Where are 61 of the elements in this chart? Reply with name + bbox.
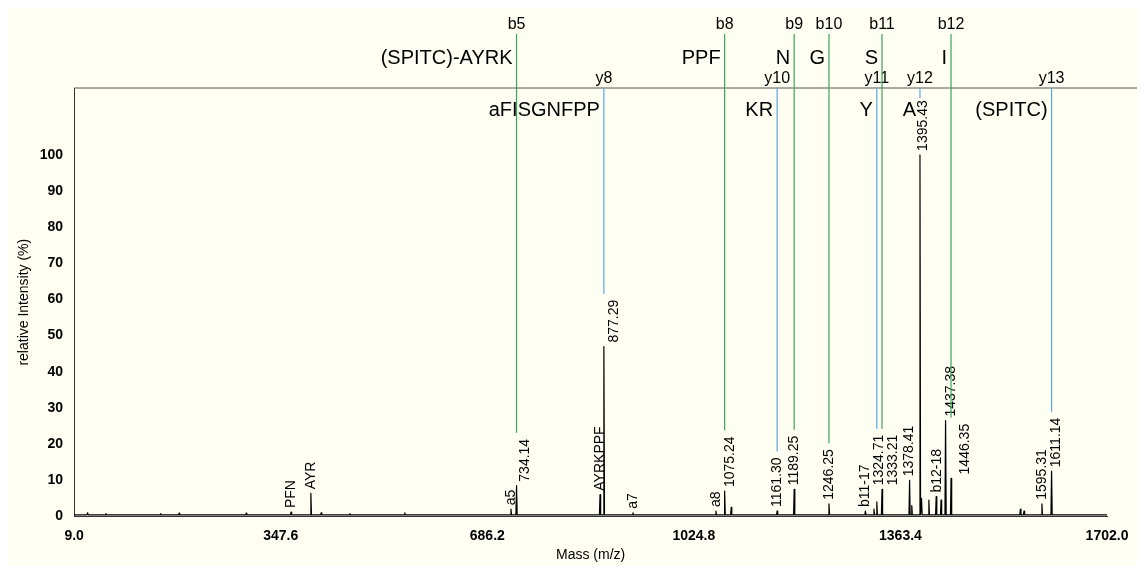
annotation: PFN (281, 480, 298, 509)
y-tick-label: 70 (47, 254, 64, 271)
annotation: 1161.30 (768, 457, 784, 507)
annotation: a5 (501, 489, 518, 506)
annotation: a7 (623, 493, 640, 509)
annotation: AYR (301, 461, 318, 490)
text: PPF (681, 45, 721, 68)
annotation: 1189.25 (785, 435, 802, 486)
x-tick-label: 1024.8 (672, 526, 716, 543)
annotation: b12-18 (928, 448, 945, 493)
y-tick-label: 0 (55, 507, 64, 524)
ref-line-label: b10 (815, 15, 843, 33)
ref-line-label: b5 (507, 15, 526, 33)
annotation: b11-17 (856, 464, 873, 507)
annotation: Y (859, 97, 873, 120)
text: (SPITC)-AYRK (380, 45, 514, 68)
x-tick-label: 686.2 (469, 526, 506, 543)
x-tick-label: 9.0 (64, 526, 85, 543)
annotation: 1324.71 (870, 434, 887, 486)
ref-line-label: y8 (595, 69, 613, 87)
annotation: 1611.14 (1046, 417, 1063, 468)
ref-line-label: b12 (937, 15, 965, 33)
annotation: (SPITC) (975, 97, 1048, 120)
ref-line-label: y13 (1038, 69, 1065, 87)
ref-line-label: y12 (907, 69, 933, 87)
annotation: 1446.35 (956, 423, 973, 475)
y-tick-label: 50 (47, 326, 64, 343)
y-tick-label: 60 (47, 290, 64, 307)
ref-line-label: y11 (864, 69, 890, 87)
ref-line-label: b8 (715, 15, 734, 33)
y-tick-label: 90 (47, 181, 64, 198)
text: G (809, 45, 825, 68)
x-axis-title: Mass (m/z) (555, 546, 626, 563)
y-tick-label: 80 (47, 218, 64, 235)
annotation: 734.14 (515, 438, 532, 482)
y-axis-title: relative Intensity (%) (15, 238, 32, 366)
ref-line-label: b11 (869, 15, 895, 33)
annotation: 877.29 (604, 299, 621, 343)
ref-line-label: y10 (764, 69, 791, 87)
text: N (775, 45, 791, 68)
text: I (941, 45, 948, 68)
annotation: AYRKPPF (590, 426, 607, 491)
x-tick-label: 1702.0 (1085, 526, 1129, 543)
y-tick-label: 20 (47, 434, 64, 451)
annotation: A (902, 97, 917, 120)
annotation: 1378.41 (900, 425, 917, 477)
x-tick-label: 1363.4 (879, 526, 923, 543)
annotation: 1437.38 (942, 365, 959, 417)
annotation: KR (745, 97, 774, 120)
y-tick-label: 30 (47, 398, 64, 415)
annotation: 1075.24 (720, 436, 737, 488)
y-tick-label: 10 (47, 471, 64, 488)
annotation: 1246.25 (819, 448, 836, 500)
text: S (864, 45, 879, 68)
y-tick-label: 40 (47, 362, 64, 379)
annotation: a8 (706, 491, 723, 507)
annotation: 1595.31 (1032, 448, 1049, 500)
ref-line-label: b9 (785, 15, 804, 33)
x-tick-label: 347.6 (263, 526, 299, 543)
annotation: 1333.21 (884, 434, 901, 486)
y-tick-label: 100 (39, 145, 64, 162)
